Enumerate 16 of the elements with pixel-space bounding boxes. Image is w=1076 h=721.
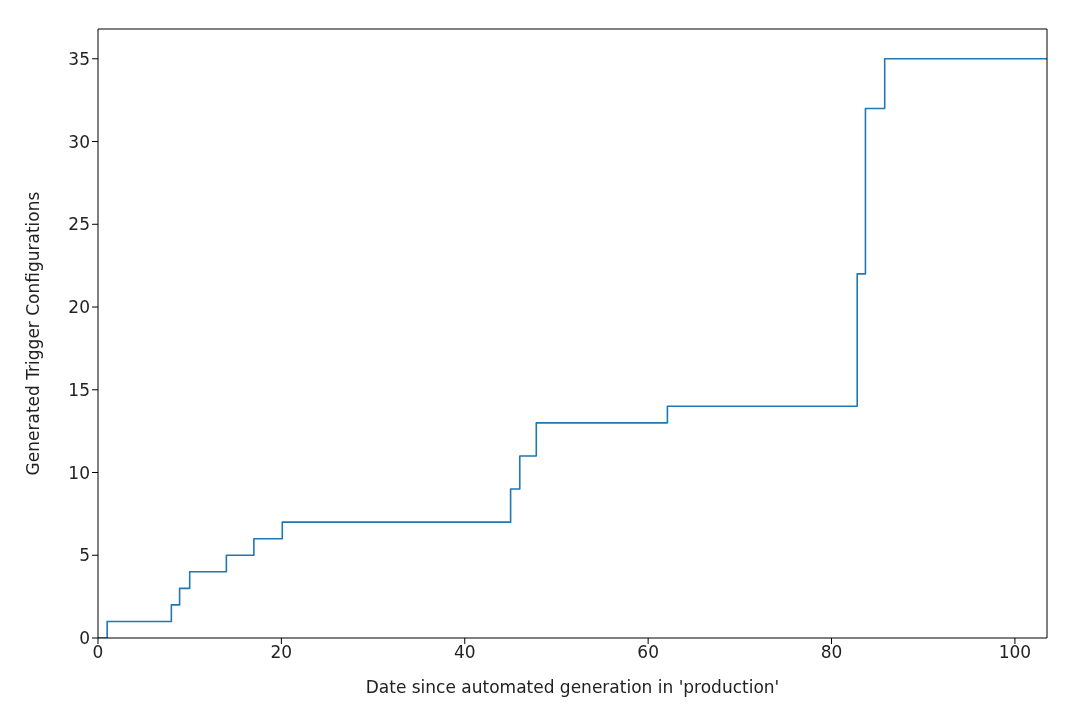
y-axis-title: Generated Trigger Configurations bbox=[23, 191, 44, 476]
y-tick-label: 30 bbox=[68, 131, 90, 152]
y-tick-label: 0 bbox=[79, 628, 90, 649]
x-axis-title: Date since automated generation in 'production' bbox=[365, 677, 780, 697]
y-tick-label: 35 bbox=[68, 48, 90, 69]
x-tick-label: 20 bbox=[270, 642, 293, 663]
y-tick-label: 15 bbox=[68, 379, 90, 400]
x-tick-label: 60 bbox=[637, 642, 659, 663]
x-tick-label: 0 bbox=[92, 642, 104, 663]
y-tick-label: 25 bbox=[68, 214, 90, 235]
y-tick-label: 20 bbox=[68, 297, 90, 318]
x-tick-label: 100 bbox=[998, 642, 1032, 663]
y-tick-label: 5 bbox=[79, 545, 90, 566]
x-tick-label: 80 bbox=[820, 642, 843, 663]
x-tick-label: 40 bbox=[453, 642, 476, 663]
y-tick-label: 10 bbox=[68, 462, 90, 483]
